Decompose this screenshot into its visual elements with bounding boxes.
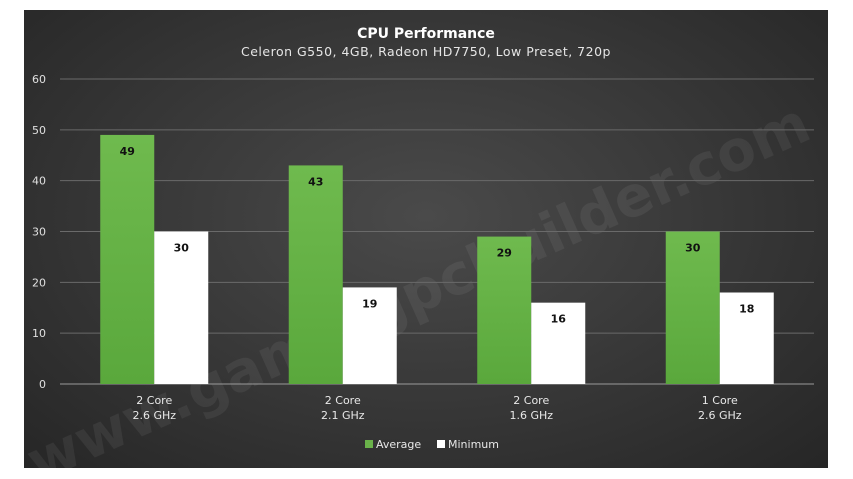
- data-label-average: 30: [685, 242, 701, 255]
- bar-average: [665, 231, 720, 384]
- legend-swatch-average: [365, 440, 373, 448]
- y-tick-label: 0: [39, 378, 46, 391]
- legend-swatch-minimum: [437, 440, 445, 448]
- legend-label-average: Average: [376, 438, 421, 451]
- y-tick-label: 40: [32, 175, 46, 188]
- data-label-minimum: 19: [362, 297, 377, 310]
- y-tick-label: 10: [32, 327, 46, 340]
- data-label-average: 43: [308, 175, 323, 188]
- x-category-label: 2.1 GHz: [321, 409, 365, 422]
- data-label-average: 29: [497, 247, 512, 260]
- legend: Average Minimum: [365, 438, 499, 451]
- bar-minimum: [719, 292, 774, 384]
- x-category-label: 2 Core: [136, 394, 172, 407]
- bar-average: [288, 165, 343, 384]
- bar-minimum: [342, 287, 397, 384]
- y-axis-ticks: 0 10 20 30 40 50 60: [32, 73, 46, 391]
- y-tick-label: 20: [32, 276, 46, 289]
- data-labels: 49 30 43 19 29 16 30 18: [120, 145, 755, 326]
- chart-title: CPU Performance: [357, 26, 495, 42]
- y-tick-label: 60: [32, 73, 46, 86]
- bars: [100, 134, 774, 384]
- x-category-label: 2 Core: [513, 394, 549, 407]
- bar-average: [477, 236, 532, 384]
- x-category-label: 1.6 GHz: [509, 409, 553, 422]
- bar-minimum: [531, 302, 586, 384]
- x-category-label: 2.6 GHz: [698, 409, 742, 422]
- x-axis-categories: 2 Core 2.6 GHz 2 Core 2.1 GHz 2 Core 1.6 GHz 1…: [132, 394, 741, 422]
- bar-average: [100, 134, 155, 384]
- data-label-minimum: 18: [739, 303, 754, 316]
- data-label-average: 49: [120, 145, 135, 158]
- x-category-label: 1 Core: [702, 394, 738, 407]
- y-tick-label: 50: [32, 124, 46, 137]
- y-tick-label: 30: [32, 226, 46, 239]
- x-category-label: 2.6 GHz: [132, 409, 176, 422]
- chart-subtitle: Celeron G550, 4GB, Radeon HD7750, Low Pr…: [241, 44, 611, 59]
- data-label-minimum: 16: [551, 313, 567, 326]
- chart-frame: www.gamingpcbuilder.com CPU Performance …: [24, 10, 828, 468]
- data-label-minimum: 30: [174, 242, 190, 255]
- x-category-label: 2 Core: [325, 394, 361, 407]
- bar-minimum: [154, 231, 209, 384]
- legend-label-minimum: Minimum: [448, 438, 499, 451]
- bar-chart: www.gamingpcbuilder.com CPU Performance …: [24, 26, 819, 468]
